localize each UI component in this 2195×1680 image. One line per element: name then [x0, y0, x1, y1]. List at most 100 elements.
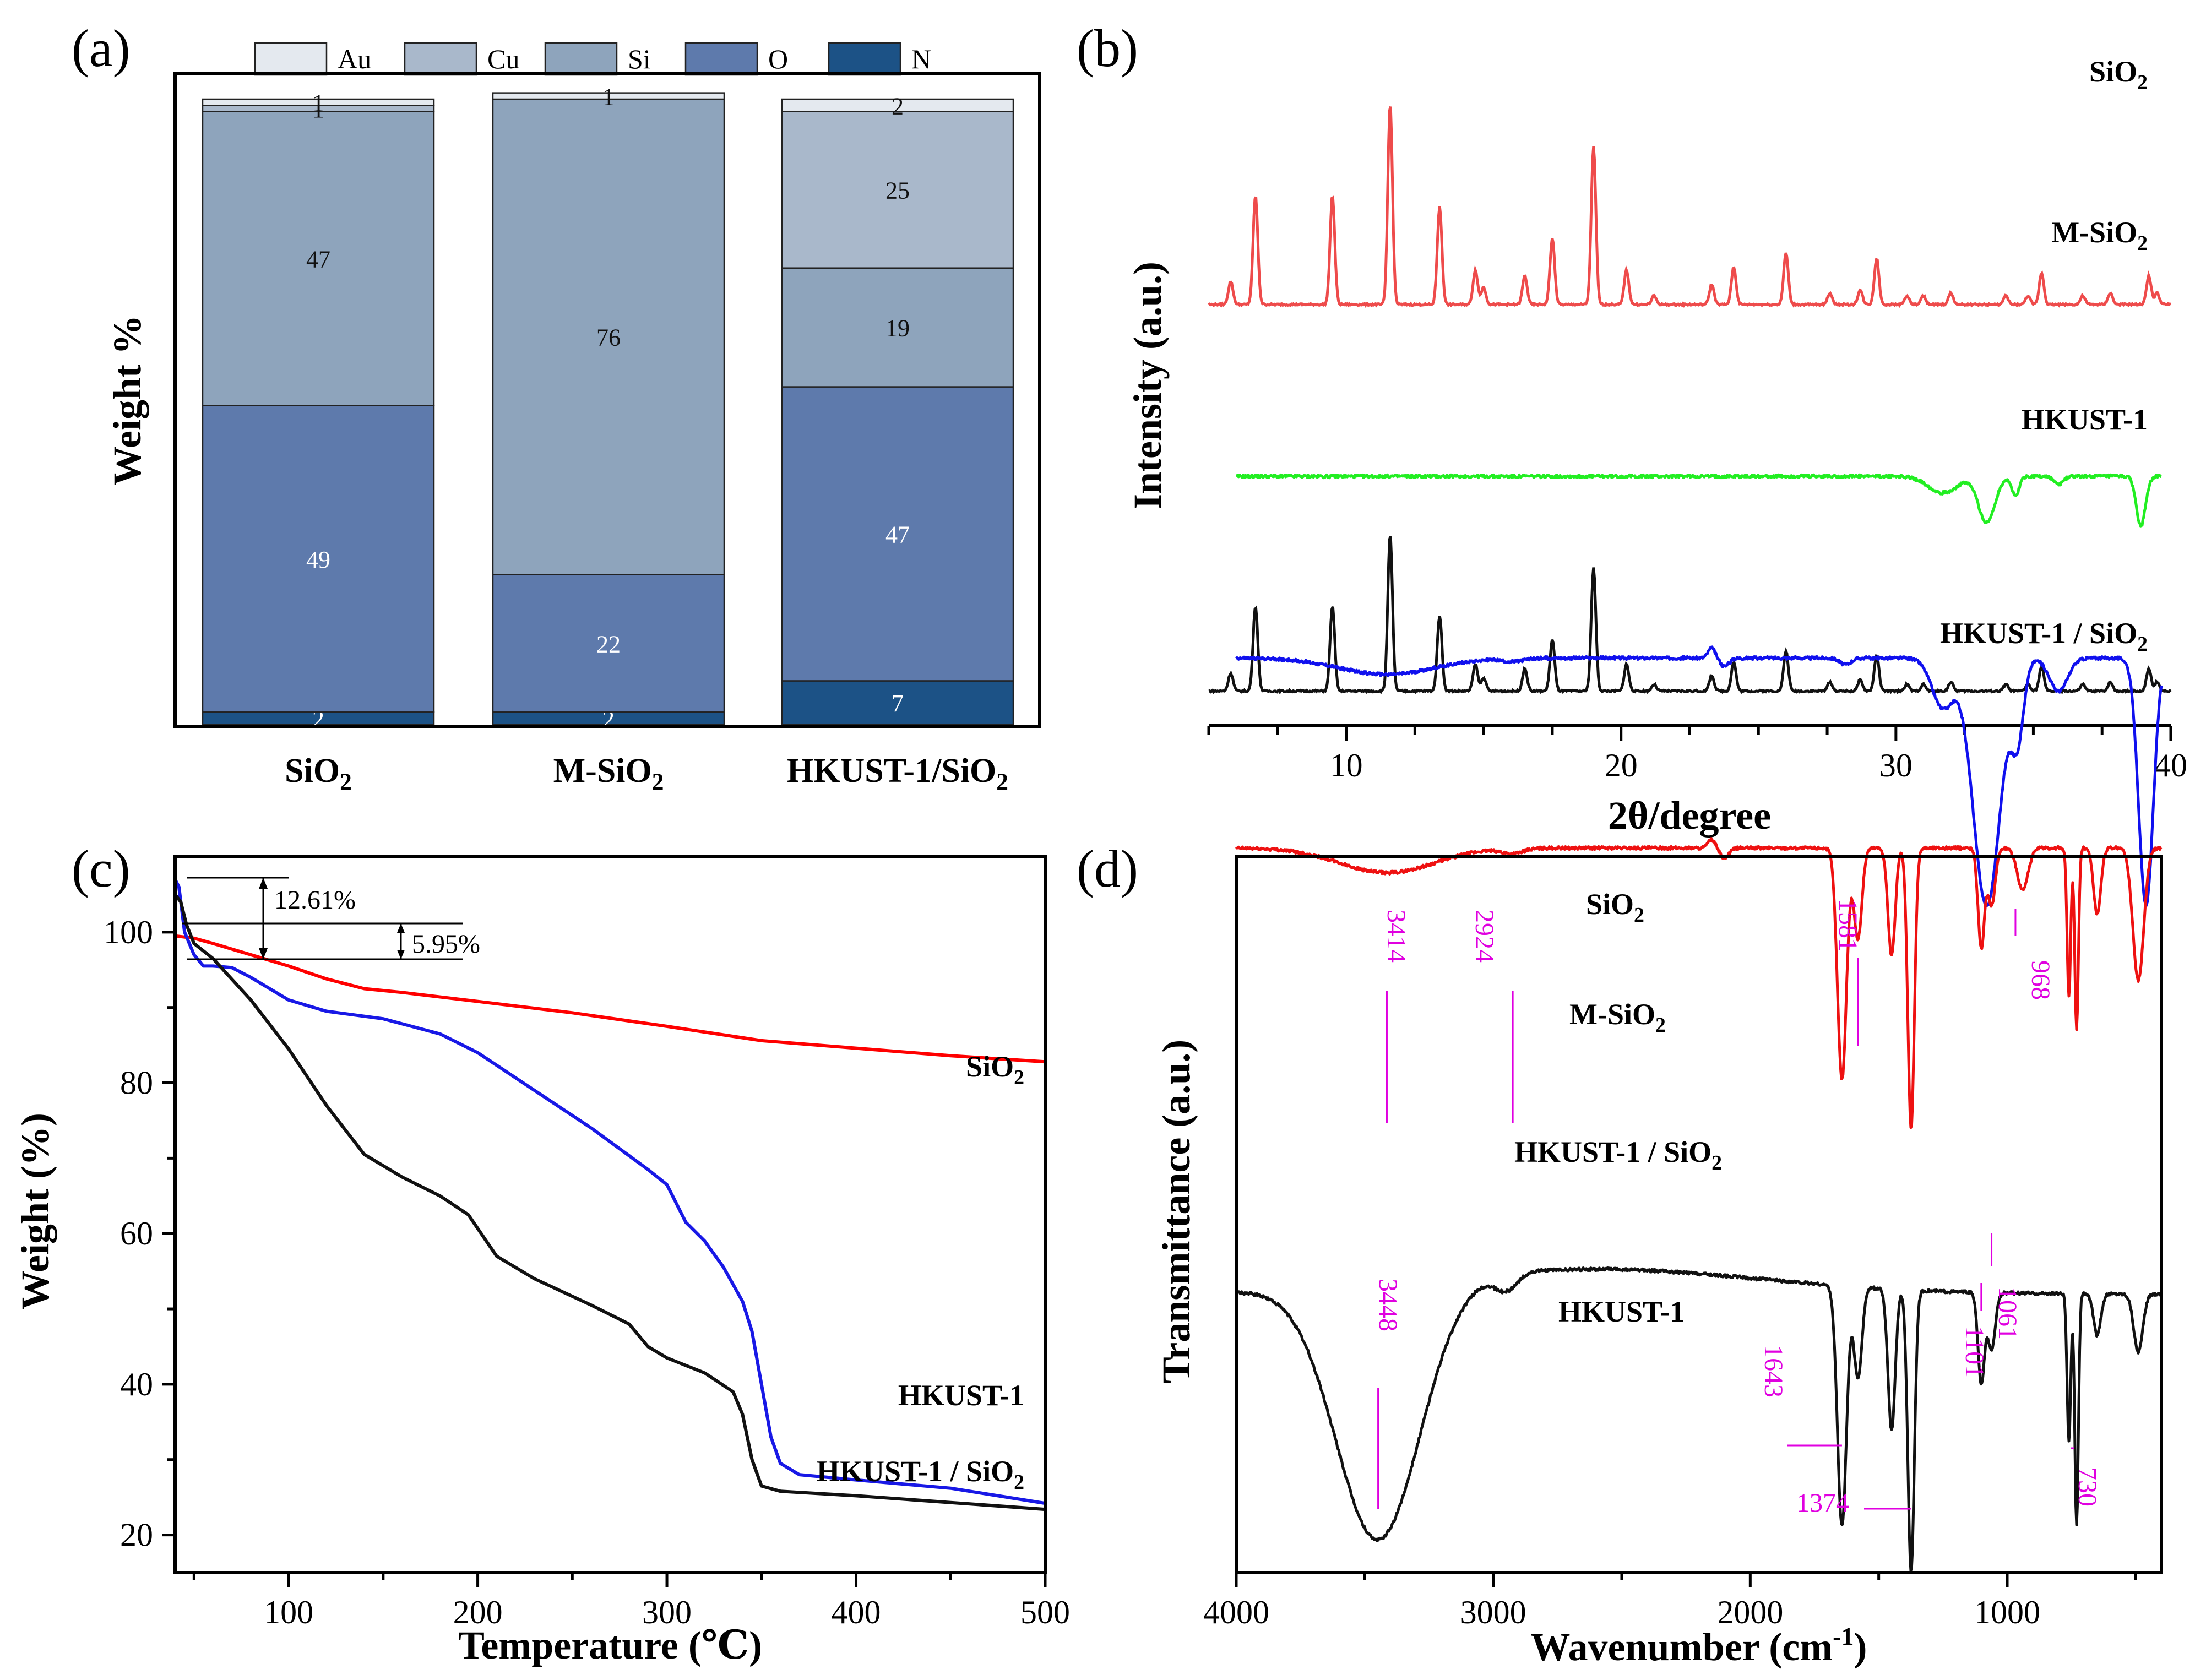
panel-a-frame	[173, 72, 1041, 728]
bar-value-label: 7	[892, 690, 904, 717]
bar-segment-si-0	[202, 111, 435, 406]
peak-label-730: 730	[2073, 1467, 2102, 1507]
legend-swatch-au	[254, 42, 328, 76]
panel-c-frame	[173, 855, 1047, 1574]
xtick-label: 2000	[1717, 1594, 1783, 1630]
panel-d-series-labels: SiO2 M-SiO2 HKUST-1 / SiO2 HKUST-1	[1514, 888, 1722, 1328]
bar-value-label: 76	[596, 324, 621, 351]
legend-label-si: Si	[628, 44, 651, 74]
tga-line-1	[173, 878, 1046, 1505]
series-label-b-3: HKUST-1 / SiO2	[1940, 617, 2148, 656]
panel-c-series-labels: SiO2 HKUST-1 HKUST-1 / SiO2	[817, 1050, 1024, 1494]
bar-segment-au-2	[781, 98, 1014, 112]
legend-swatch-si	[544, 42, 618, 76]
tga-line-2	[173, 893, 1046, 1512]
series-label-c-0: SiO2	[966, 1050, 1024, 1089]
ftir-line-0	[1235, 473, 2163, 528]
xtick-label: 30	[1879, 747, 1913, 784]
bar-value-label: 1	[602, 83, 615, 110]
panel-c-label: (c)	[72, 839, 131, 898]
bar-value-label: 47	[885, 521, 910, 548]
panel-b-label: (b)	[1077, 19, 1138, 78]
panel-b-ticks: 10 20 30 40	[1207, 726, 2187, 784]
panel-c-series-lines	[173, 878, 1046, 1512]
bar-segment-o-1	[492, 574, 725, 713]
bar-value-label: 22	[596, 630, 621, 657]
series-label-d-0: SiO2	[1586, 888, 1644, 927]
category-label-1: M-SiO2	[553, 752, 664, 795]
annotation-12-61: 12.61%	[274, 885, 356, 915]
peak-label-3448: 3448	[1373, 1279, 1403, 1331]
ytick-label: 100	[104, 914, 153, 950]
xrd-line-2	[1208, 106, 2171, 308]
panel-b-series-lines	[1208, 106, 2172, 695]
peak-label-3414: 3414	[1382, 910, 1411, 963]
panel-b-ylabel: Intensity (a.u.)	[1126, 262, 1170, 509]
peak-label-1374: 1374	[1796, 1488, 1849, 1518]
annotation-5-95: 5.95%	[412, 929, 480, 959]
series-label-b-0: SiO2	[2089, 55, 2148, 94]
peak-label-1101: 1101	[1960, 1326, 1989, 1378]
legend-label-o: O	[768, 44, 788, 74]
panel-d-ylabel: Transmittance (a.u.)	[1154, 1040, 1198, 1384]
tga-line-0	[175, 934, 1046, 1064]
xtick-label: 20	[1605, 747, 1638, 784]
panel-c-annotations: 12.61% 5.95%	[182, 877, 480, 960]
panel-a-legend: Au Cu Si O N	[254, 42, 931, 76]
xtick-label: 1000	[1974, 1594, 2040, 1630]
bar-segment-au-0	[202, 98, 435, 106]
series-label-b-1: M-SiO2	[2051, 216, 2148, 255]
legend-label-au: Au	[338, 44, 371, 74]
series-label-d-1: M-SiO2	[1569, 998, 1666, 1037]
ftir-line-1	[1235, 645, 2163, 908]
xtick-label: 40	[2154, 747, 2187, 784]
panel-d-ftir-chart: (d) 4000 3000 2000 1000 Wavenumber (cm-1) T…	[1077, 473, 2163, 1669]
legend-swatch-cu	[404, 42, 477, 76]
ftir-line-3	[1235, 1266, 2163, 1573]
xtick-label: 4000	[1203, 1594, 1269, 1630]
panel-c-ticks: 100 200 300 400 500 20 40 60 80 100	[104, 914, 1070, 1630]
xtick-label: 100	[264, 1594, 313, 1630]
bar-value-label: 1	[312, 90, 324, 117]
xtick-label: 200	[453, 1594, 503, 1630]
bar-segment-si-2	[781, 267, 1014, 388]
panel-a-category-labels: SiO2 M-SiO2 HKUST-1/SiO2	[285, 752, 1008, 795]
legend-label-n: N	[911, 44, 931, 74]
legend-swatch-n	[828, 42, 901, 76]
category-label-0: SiO2	[285, 752, 352, 795]
bar-value-label: 25	[885, 177, 910, 204]
panel-d-label: (d)	[1077, 839, 1138, 898]
legend-swatch-o	[684, 42, 758, 76]
panel-b-xrd-chart: (b) 10 20 30 40 2θ/degree Intensity (a.u.) …	[1077, 19, 2187, 838]
legend-label-cu: Cu	[487, 44, 519, 74]
peak-label-968: 968	[2026, 960, 2055, 1000]
series-label-c-2: HKUST-1 / SiO2	[817, 1455, 1024, 1494]
bar-segment-o-0	[202, 405, 435, 713]
xtick-label: 3000	[1460, 1594, 1526, 1630]
series-label-d-3: HKUST-1	[1558, 1295, 1685, 1328]
panel-b-series-labels: SiO2 M-SiO2 HKUST-1 HKUST-1 / SiO2	[1940, 55, 2148, 656]
bar-value-label: 49	[306, 546, 330, 573]
peak-label-2924: 2924	[1470, 910, 1499, 963]
series-label-c-1: HKUST-1	[898, 1379, 1024, 1412]
ytick-label: 20	[120, 1517, 153, 1553]
ytick-label: 40	[120, 1366, 153, 1402]
ytick-label: 60	[120, 1215, 153, 1252]
bar-segment-si-1	[492, 98, 725, 575]
panel-d-ticks: 4000 3000 2000 1000	[1203, 1573, 2137, 1630]
ftir-line-2	[1235, 837, 2163, 1129]
xtick-label: 300	[642, 1594, 692, 1630]
ytick-label: 80	[120, 1065, 153, 1101]
peak-label-1643: 1643	[1759, 1345, 1788, 1398]
xtick-label: 10	[1330, 747, 1363, 784]
xrd-line-3	[1208, 536, 2172, 695]
panel-a-ylabel: Weight %	[105, 315, 149, 486]
panel-a-label: (a)	[72, 19, 131, 78]
bar-segment-cu-2	[781, 111, 1014, 269]
series-label-d-2: HKUST-1 / SiO2	[1514, 1135, 1722, 1175]
peak-label-1581: 1581	[1833, 899, 1862, 952]
